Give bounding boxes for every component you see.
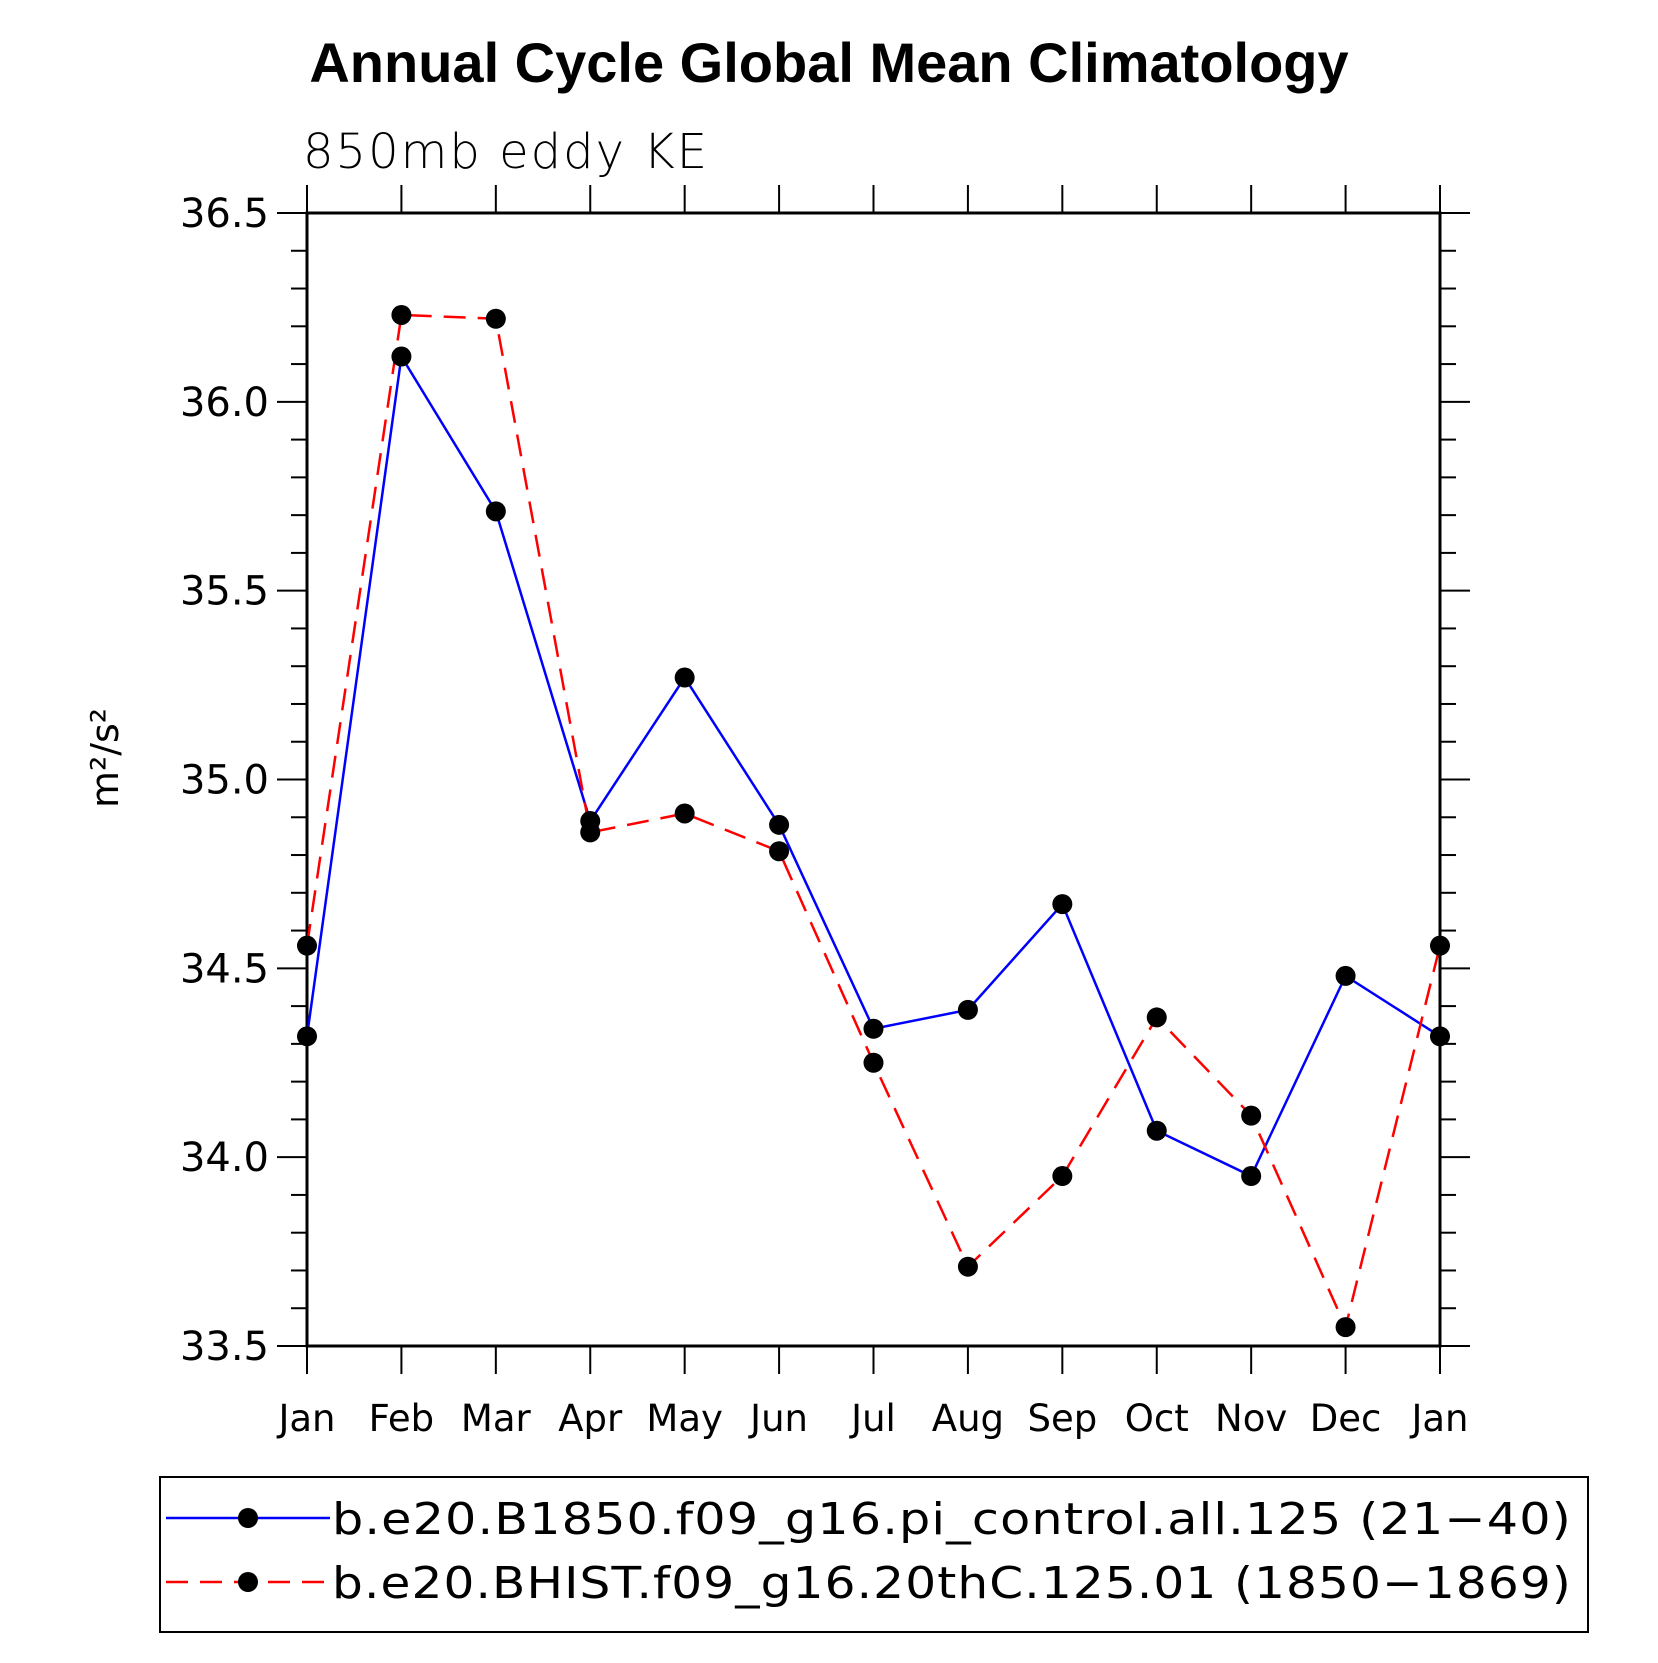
chart-subtitle: 850mb eddy KE: [303, 124, 709, 180]
axis-ticks: [277, 185, 1470, 1374]
data-point-s1: [769, 814, 790, 835]
legend-items: b.e20.B1850.f09_g16.pi_control.all.125 (…: [166, 1494, 1572, 1609]
data-point-s1: [674, 667, 695, 688]
data-point-s2: [580, 822, 601, 843]
legend-label-1: b.e20.B1850.f09_g16.pi_control.all.125 (…: [332, 1494, 1572, 1545]
data-point-s2: [1241, 1105, 1262, 1126]
x-tick-label: Mar: [461, 1397, 532, 1440]
x-tick-label: Dec: [1310, 1397, 1382, 1440]
data-point-s2: [391, 304, 412, 325]
y-tick-label: 34.5: [180, 946, 269, 992]
x-tick-label: Jun: [748, 1397, 808, 1440]
x-tick-label: Jul: [849, 1397, 896, 1440]
data-point-s1: [485, 501, 506, 522]
data-point-s2: [769, 841, 790, 862]
y-tick-label: 36.5: [180, 191, 269, 237]
x-tick-label: Feb: [369, 1397, 435, 1440]
data-point-s1: [957, 999, 978, 1020]
legend-marker-2: [238, 1572, 258, 1592]
data-point-s1: [1146, 1120, 1167, 1141]
data-point-s1: [297, 1026, 317, 1047]
y-tick-label: 35.0: [180, 758, 269, 804]
series-layer: [297, 304, 1450, 1338]
plot-frame: [305, 211, 1442, 1348]
series-line-2: [305, 313, 1442, 1331]
data-point-s2: [863, 1052, 884, 1073]
x-tick-label: Jan: [1409, 1397, 1468, 1440]
data-point-s1: [1241, 1166, 1262, 1187]
y-tick-label: 36.0: [180, 380, 269, 426]
x-tick-labels: Jan Feb Mar Apr May Jun Jul Aug Sep Oct Nov Dec Jan: [276, 1397, 1468, 1440]
data-point-s2: [1052, 1166, 1073, 1187]
x-tick-label: Jan: [276, 1397, 335, 1440]
data-point-s2: [1146, 1007, 1167, 1028]
chart-title: Annual Cycle Global Mean Climatology: [309, 31, 1348, 94]
y-tick-labels: 33.5 34.0 34.5 35.0 35.5 36.0 36.5: [180, 191, 269, 1370]
x-tick-label: Oct: [1125, 1397, 1189, 1440]
legend-box: [159, 1476, 1589, 1633]
data-point-s1: [1335, 965, 1356, 986]
data-point-s1: [863, 1018, 884, 1039]
y-axis-label: m²/s²: [83, 708, 127, 808]
data-point-s2: [1335, 1317, 1356, 1338]
data-point-s1: [1430, 1026, 1450, 1047]
y-tick-label: 35.5: [180, 569, 269, 615]
data-point-s2: [957, 1256, 978, 1277]
data-point-s2: [485, 308, 506, 329]
data-point-s2: [297, 935, 317, 956]
x-tick-label: Sep: [1027, 1397, 1097, 1440]
legend: b.e20.B1850.f09_g16.pi_control.all.125 (…: [159, 1476, 1589, 1633]
x-tick-label: May: [646, 1397, 723, 1440]
x-tick-label: Aug: [932, 1397, 1004, 1440]
y-tick-label: 33.5: [180, 1324, 269, 1370]
data-point-s1: [1052, 894, 1073, 915]
y-tick-label: 34.0: [180, 1135, 269, 1181]
legend-marker-1: [238, 1508, 258, 1528]
data-point-s2: [1430, 935, 1450, 956]
data-point-s2: [674, 803, 695, 824]
x-tick-label: Nov: [1215, 1397, 1287, 1440]
x-tick-label: Apr: [558, 1397, 623, 1440]
legend-label-2: b.e20.BHIST.f09_g16.20thC.125.01 (1850−1…: [332, 1558, 1572, 1609]
data-point-s1: [391, 346, 412, 367]
